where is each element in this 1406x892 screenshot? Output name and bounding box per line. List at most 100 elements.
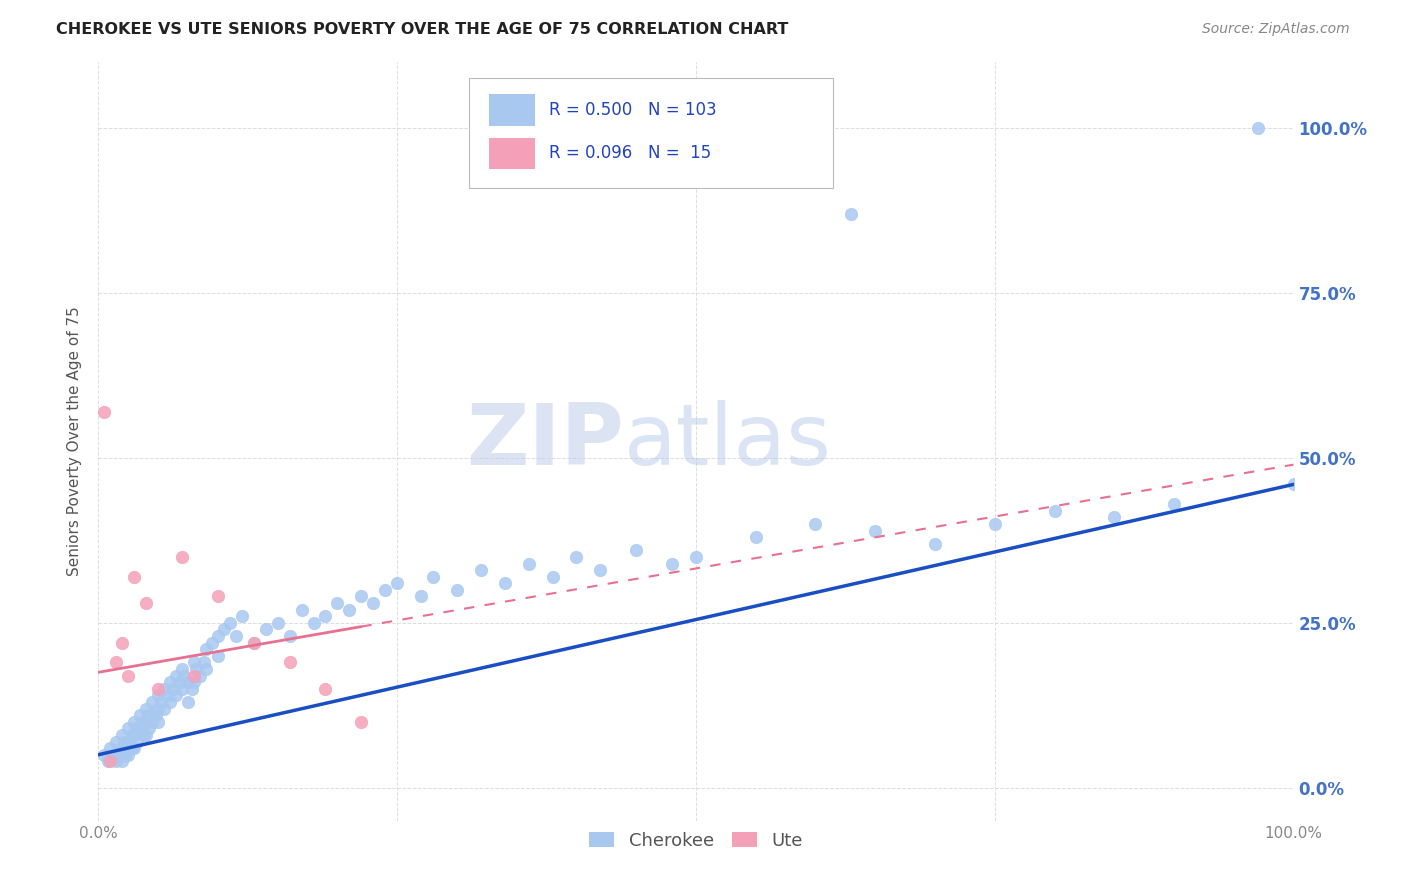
Point bbox=[135, 701, 157, 715]
Point bbox=[302, 615, 325, 630]
Point bbox=[177, 695, 200, 709]
Point bbox=[105, 656, 128, 670]
Point bbox=[145, 708, 167, 723]
Point bbox=[105, 754, 128, 768]
Point bbox=[207, 629, 229, 643]
Point bbox=[159, 675, 181, 690]
Point bbox=[315, 681, 337, 696]
Point bbox=[148, 689, 170, 703]
Point bbox=[121, 728, 143, 742]
Point bbox=[180, 681, 202, 696]
Point bbox=[1043, 504, 1066, 518]
Text: R = 0.500   N = 103: R = 0.500 N = 103 bbox=[548, 101, 717, 120]
Point bbox=[212, 623, 235, 637]
Point bbox=[626, 543, 648, 558]
Point bbox=[841, 207, 863, 221]
Point bbox=[111, 754, 134, 768]
Point bbox=[1163, 497, 1185, 511]
Point bbox=[165, 668, 187, 682]
Point bbox=[446, 582, 468, 597]
Legend: Cherokee, Ute: Cherokee, Ute bbox=[582, 825, 810, 857]
Point bbox=[1247, 121, 1270, 136]
Point bbox=[470, 563, 492, 577]
Point bbox=[93, 405, 115, 419]
Text: CHEROKEE VS UTE SENIORS POVERTY OVER THE AGE OF 75 CORRELATION CHART: CHEROKEE VS UTE SENIORS POVERTY OVER THE… bbox=[56, 22, 789, 37]
FancyBboxPatch shape bbox=[489, 95, 534, 126]
Point bbox=[162, 681, 184, 696]
FancyBboxPatch shape bbox=[489, 137, 534, 169]
Point bbox=[148, 701, 170, 715]
Point bbox=[149, 695, 172, 709]
Point bbox=[350, 590, 373, 604]
Text: atlas: atlas bbox=[624, 400, 832, 483]
Point bbox=[177, 675, 200, 690]
Text: ZIP: ZIP bbox=[467, 400, 624, 483]
Point bbox=[169, 675, 191, 690]
Point bbox=[565, 549, 588, 564]
Point bbox=[124, 570, 146, 584]
Point bbox=[1282, 477, 1305, 491]
Point bbox=[132, 714, 155, 729]
Point bbox=[148, 681, 170, 696]
Point bbox=[156, 689, 179, 703]
Point bbox=[374, 582, 396, 597]
Point bbox=[254, 623, 277, 637]
Point bbox=[350, 714, 373, 729]
Point bbox=[183, 668, 205, 682]
Point bbox=[117, 668, 139, 682]
Point bbox=[117, 722, 139, 736]
Point bbox=[111, 635, 134, 649]
Point bbox=[132, 728, 155, 742]
Point bbox=[125, 722, 148, 736]
Point bbox=[924, 537, 946, 551]
Point bbox=[138, 722, 160, 736]
Point bbox=[339, 602, 361, 616]
Point bbox=[98, 741, 122, 756]
FancyBboxPatch shape bbox=[470, 78, 834, 187]
Point bbox=[141, 695, 163, 709]
Point bbox=[172, 681, 194, 696]
Text: R = 0.096   N =  15: R = 0.096 N = 15 bbox=[548, 145, 711, 162]
Point bbox=[98, 754, 122, 768]
Point bbox=[385, 576, 409, 591]
Point bbox=[865, 524, 887, 538]
Point bbox=[219, 615, 242, 630]
Point bbox=[193, 656, 215, 670]
Point bbox=[114, 747, 136, 762]
Point bbox=[117, 747, 139, 762]
Point bbox=[1104, 510, 1126, 524]
Point bbox=[135, 714, 157, 729]
Point bbox=[135, 728, 157, 742]
Point bbox=[278, 656, 301, 670]
Point bbox=[93, 747, 115, 762]
Point bbox=[195, 642, 218, 657]
Point bbox=[363, 596, 385, 610]
Point bbox=[129, 708, 152, 723]
Point bbox=[207, 648, 229, 663]
Point bbox=[124, 741, 146, 756]
Point bbox=[207, 590, 229, 604]
Point bbox=[124, 714, 146, 729]
Point bbox=[745, 530, 768, 544]
Point bbox=[589, 563, 612, 577]
Point bbox=[173, 668, 195, 682]
Point bbox=[148, 714, 170, 729]
Point bbox=[541, 570, 564, 584]
Point bbox=[685, 549, 707, 564]
Point bbox=[186, 662, 208, 676]
Point bbox=[159, 695, 181, 709]
Point bbox=[138, 708, 160, 723]
Point bbox=[243, 635, 266, 649]
Point bbox=[172, 662, 194, 676]
Point bbox=[111, 728, 134, 742]
Point bbox=[225, 629, 247, 643]
Point bbox=[984, 516, 1007, 531]
Point bbox=[278, 629, 301, 643]
Point bbox=[188, 668, 211, 682]
Point bbox=[165, 689, 187, 703]
Point bbox=[183, 675, 205, 690]
Point bbox=[201, 635, 224, 649]
Point bbox=[291, 602, 314, 616]
Point bbox=[195, 662, 218, 676]
Point bbox=[141, 714, 163, 729]
